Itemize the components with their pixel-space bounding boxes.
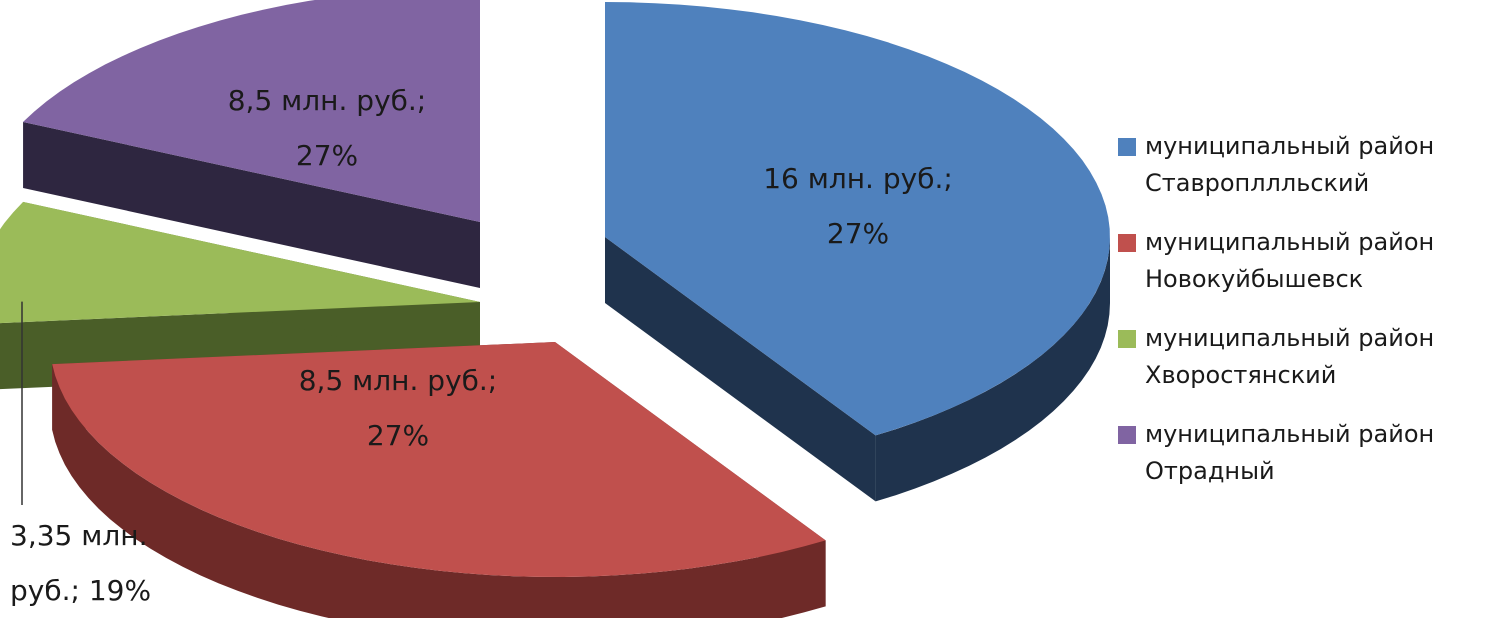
data-label-line: 3,35 млн. bbox=[10, 519, 147, 552]
slice-top-face bbox=[0, 201, 480, 324]
pie-slice-novokuibyshevsk bbox=[52, 342, 826, 618]
data-label-line: 16 млн. руб.; bbox=[763, 162, 953, 195]
data-label-line: 8,5 млн. руб.; bbox=[299, 364, 498, 397]
pie-slice-khvorostyansky bbox=[0, 201, 480, 390]
legend-swatch bbox=[1118, 138, 1136, 156]
data-label-otradny: 8,5 млн. руб.; 27% bbox=[228, 84, 427, 172]
slice-outer-wall bbox=[875, 237, 1110, 502]
data-label-stavropolsky: 16 млн. руб.; 27% bbox=[763, 162, 953, 250]
slice-side-face bbox=[23, 121, 480, 288]
slice-outer-wall bbox=[52, 364, 826, 618]
legend-swatch bbox=[1118, 426, 1136, 444]
legend-label: муниципальный район Хворостянский bbox=[1145, 324, 1435, 389]
legend-swatch bbox=[1118, 234, 1136, 252]
pie-slice-stavropolsky bbox=[605, 2, 1110, 502]
legend-label: муниципальный район Ставропллльский bbox=[1145, 132, 1435, 197]
pie-slice-otradny bbox=[23, 0, 480, 288]
data-label-line: 8,5 млн. руб.; bbox=[228, 84, 427, 117]
legend-entry-stavropolsky: муниципальный район Ставропллльский bbox=[1118, 128, 1488, 202]
data-label-line: 27% bbox=[296, 139, 358, 172]
chart-legend: муниципальный район Ставропллльский муни… bbox=[1118, 128, 1488, 512]
legend-label: муниципальный район Отрадный bbox=[1145, 420, 1435, 485]
data-label-khvorostyansky: 3,35 млн. руб.; 19% bbox=[10, 519, 151, 607]
data-label-line: 27% bbox=[827, 217, 889, 250]
legend-entry-otradny: муниципальный район Отрадный bbox=[1118, 416, 1488, 490]
data-label-line: руб.; 19% bbox=[10, 574, 151, 607]
slice-top-face bbox=[23, 0, 480, 222]
legend-entry-novokuibyshevsk: муниципальный район Новокуйбышевск bbox=[1118, 224, 1488, 298]
legend-label: муниципальный район Новокуйбышевск bbox=[1145, 228, 1435, 293]
data-label-line: 27% bbox=[367, 419, 429, 452]
legend-entry-khvorostyansky: муниципальный район Хворостянский bbox=[1118, 320, 1488, 394]
slice-top-face bbox=[605, 2, 1110, 436]
slice-top-face bbox=[52, 342, 826, 577]
legend-swatch bbox=[1118, 330, 1136, 348]
slice-side-face bbox=[605, 237, 876, 502]
data-label-novokuibyshevsk: 8,5 млн. руб.; 27% bbox=[299, 364, 498, 452]
